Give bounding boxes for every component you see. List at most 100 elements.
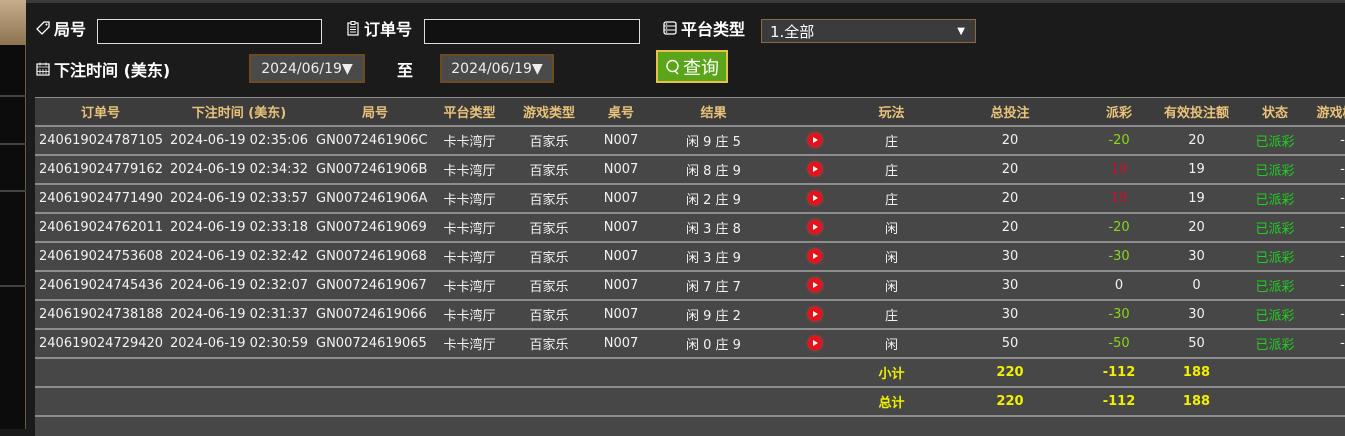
valid-bet-cell: 50 xyxy=(1153,328,1240,359)
total-valid-bet: 188 xyxy=(1153,386,1240,417)
bet-time-cell: 2024-06-19 02:35:06 xyxy=(166,125,312,156)
round-no-cell: GN00724619067 xyxy=(312,270,438,301)
tag-icon xyxy=(36,21,50,35)
header-status: 状态 xyxy=(1240,97,1310,127)
time-label-text: 下注时间 (美东) xyxy=(54,61,171,80)
replay-cell[interactable] xyxy=(782,154,848,185)
valid-bet-cell: 19 xyxy=(1153,154,1240,185)
subtotal-valid-bet: 188 xyxy=(1153,357,1240,388)
table-no-cell: N007 xyxy=(597,212,645,243)
play-video-icon[interactable] xyxy=(808,162,822,176)
valid-bet-cell: 20 xyxy=(1153,125,1240,156)
top-border xyxy=(26,0,1345,3)
game-type-cell: 百家乐 xyxy=(501,270,597,301)
valid-bet-cell: 19 xyxy=(1153,183,1240,214)
table-row: 240619024729420 2024-06-19 02:30:59 GN0072… xyxy=(35,328,1345,359)
round-label-text: 局号 xyxy=(54,20,87,39)
replay-cell[interactable] xyxy=(782,299,848,330)
empty-row xyxy=(35,415,1345,436)
result-cell: 闲 7 庄 7 xyxy=(645,270,782,301)
replay-cell[interactable] xyxy=(782,212,848,243)
round-no-cell: GN00724619066 xyxy=(312,299,438,330)
result-cell: 闲 9 庄 2 xyxy=(645,299,782,330)
platform-cell: 卡卡湾厅 xyxy=(438,299,501,330)
table-no-cell: N007 xyxy=(597,299,645,330)
calendar-icon xyxy=(36,62,50,76)
platform-cell: 卡卡湾厅 xyxy=(438,328,501,359)
payout-cell: -30 xyxy=(1085,241,1153,272)
order-no-cell: 240619024771490 xyxy=(35,183,166,214)
play-video-icon[interactable] xyxy=(808,191,822,205)
header-order-no: 订单号 xyxy=(35,97,166,127)
total-row: 总计 220 -112 188 xyxy=(35,386,1345,417)
blank-cell xyxy=(1240,386,1345,417)
game-mode-cell: - xyxy=(1310,299,1345,330)
valid-bet-cell: 30 xyxy=(1153,299,1240,330)
game-type-cell: 百家乐 xyxy=(501,241,597,272)
play-video-icon[interactable] xyxy=(808,307,822,321)
replay-cell[interactable] xyxy=(782,125,848,156)
table-row: 240619024787105 2024-06-19 02:35:06 GN0072… xyxy=(35,125,1345,156)
game-mode-cell: - xyxy=(1310,125,1345,156)
result-cell: 闲 3 庄 8 xyxy=(645,212,782,243)
play-video-icon[interactable] xyxy=(808,336,822,350)
platform-cell: 卡卡湾厅 xyxy=(438,154,501,185)
replay-cell[interactable] xyxy=(782,241,848,272)
play-video-icon[interactable] xyxy=(808,249,822,263)
total-bet-cell: 50 xyxy=(935,328,1085,359)
status-cell: 已派彩 xyxy=(1240,154,1310,185)
play-video-icon[interactable] xyxy=(808,133,822,147)
platform-select[interactable]: 1.全部 ▼ xyxy=(761,19,976,43)
result-cell: 闲 0 庄 9 xyxy=(645,328,782,359)
play-video-icon[interactable] xyxy=(808,220,822,234)
date-to-picker[interactable]: 2024/06/19▼ xyxy=(440,54,554,83)
round-no-cell: GN0072461906C xyxy=(312,125,438,156)
bet-type-cell: 闲 xyxy=(848,328,935,359)
payout-cell: -30 xyxy=(1085,299,1153,330)
bet-time-cell: 2024-06-19 02:33:57 xyxy=(166,183,312,214)
platform-cell: 卡卡湾厅 xyxy=(438,241,501,272)
subtotal-total-bet: 220 xyxy=(935,357,1085,388)
order-no-cell: 240619024779162 xyxy=(35,154,166,185)
sidebar-divider xyxy=(0,95,26,97)
query-button[interactable]: 查询 xyxy=(656,50,728,83)
header-result: 结果 xyxy=(645,97,782,127)
table-header-row: 订单号 下注时间 (美东) 局号 平台类型 游戏类型 桌号 结果 玩法 总投注 派彩 有效投注额 状态… xyxy=(35,97,1345,127)
sidebar-active-tab[interactable] xyxy=(0,0,26,45)
round-no-cell: GN00724619068 xyxy=(312,241,438,272)
round-input[interactable] xyxy=(97,19,322,44)
status-cell: 已派彩 xyxy=(1240,212,1310,243)
payout-cell: 0 xyxy=(1085,270,1153,301)
date-from-picker[interactable]: 2024/06/19▼ xyxy=(249,54,365,83)
total-bet-cell: 20 xyxy=(935,154,1085,185)
table-row: 240619024745436 2024-06-19 02:32:07 GN0072… xyxy=(35,270,1345,301)
search-icon xyxy=(666,59,679,74)
payout-cell: -20 xyxy=(1085,125,1153,156)
status-cell: 已派彩 xyxy=(1240,241,1310,272)
replay-cell[interactable] xyxy=(782,183,848,214)
table-row: 240619024753608 2024-06-19 02:32:42 GN0072… xyxy=(35,241,1345,272)
status-cell: 已派彩 xyxy=(1240,125,1310,156)
subtotal-label: 小计 xyxy=(848,357,935,388)
table-row: 240619024762011 2024-06-19 02:33:18 GN0072… xyxy=(35,212,1345,243)
table-no-cell: N007 xyxy=(597,125,645,156)
table-no-cell: N007 xyxy=(597,270,645,301)
total-bet-cell: 30 xyxy=(935,299,1085,330)
table-no-cell: N007 xyxy=(597,328,645,359)
header-replay xyxy=(782,97,848,127)
game-mode-cell: - xyxy=(1310,154,1345,185)
result-cell: 闲 9 庄 5 xyxy=(645,125,782,156)
sidebar-divider xyxy=(0,190,26,192)
replay-cell[interactable] xyxy=(782,328,848,359)
replay-cell[interactable] xyxy=(782,270,848,301)
valid-bet-cell: 30 xyxy=(1153,241,1240,272)
play-video-icon[interactable] xyxy=(808,278,822,292)
result-cell: 闲 2 庄 9 xyxy=(645,183,782,214)
to-label: 至 xyxy=(397,61,414,80)
blank-cell xyxy=(35,415,1345,436)
order-input[interactable] xyxy=(424,19,640,44)
header-table-no: 桌号 xyxy=(597,97,645,127)
bet-type-cell: 闲 xyxy=(848,270,935,301)
total-bet-cell: 20 xyxy=(935,212,1085,243)
bet-type-cell: 闲 xyxy=(848,241,935,272)
